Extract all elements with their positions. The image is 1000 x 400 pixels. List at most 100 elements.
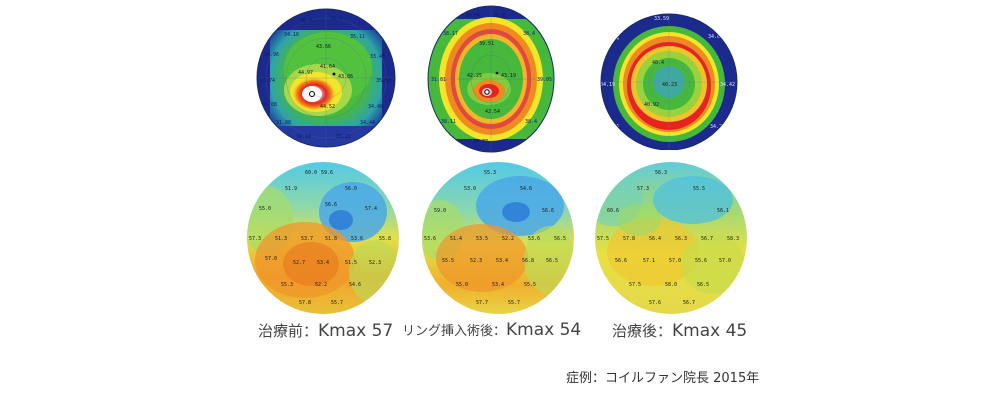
caption-after-treatment-kmax: Kmax 45 (672, 321, 748, 341)
svg-text:55.8: 55.8 (379, 236, 391, 242)
svg-text:57.5: 57.5 (597, 236, 609, 242)
svg-text:34.19: 34.19 (600, 82, 615, 88)
svg-text:52.2: 52.2 (315, 282, 327, 288)
svg-text:55.3: 55.3 (484, 170, 496, 176)
svg-text:34.18: 34.18 (296, 134, 311, 140)
svg-text:53.5: 53.5 (476, 236, 488, 242)
svg-text:54.6: 54.6 (349, 282, 361, 288)
svg-text:44.97: 44.97 (298, 70, 313, 76)
caption-after-ring: リング挿入術後：Kmax 54 (402, 320, 581, 340)
svg-text:57.8: 57.8 (623, 236, 635, 242)
thickness-map-after-ring: 55.3 53.0 54.6 59.0 56.6 53.6 51.4 53.5 52.2 53… (422, 162, 574, 314)
svg-text:33.59: 33.59 (654, 16, 669, 22)
svg-text:34.73: 34.73 (710, 124, 725, 130)
svg-text:56.7: 56.7 (701, 236, 713, 242)
svg-text:42.25: 42.25 (467, 73, 482, 79)
svg-text:53.4: 53.4 (496, 258, 508, 264)
svg-text:34.44: 34.44 (360, 120, 375, 126)
caption-before-prefix: 治療前： (258, 322, 319, 340)
svg-text:57.6: 57.6 (649, 300, 661, 306)
thickness-map-after-treatment: 56.3 57.3 55.5 60.6 56.1 57.5 57.8 56.4 56.3 56… (595, 162, 747, 314)
svg-text:39.04: 39.04 (465, 13, 480, 19)
svg-text:53.4: 53.4 (317, 260, 329, 266)
svg-text:36.7: 36.7 (330, 16, 342, 22)
svg-text:59.0: 59.0 (434, 208, 446, 214)
caption-before: 治療前：Kmax 57 (258, 320, 393, 341)
svg-text:58.3: 58.3 (727, 236, 739, 242)
svg-text:40.4: 40.4 (652, 60, 664, 66)
svg-text:53.7: 53.7 (301, 236, 313, 242)
svg-text:34.0: 34.0 (708, 34, 720, 40)
svg-text:31.88: 31.88 (276, 120, 291, 126)
svg-text:55.6: 55.6 (695, 258, 707, 264)
svg-text:57.3: 57.3 (637, 186, 649, 192)
svg-text:56.7: 56.7 (683, 300, 695, 306)
svg-text:57.0: 57.0 (669, 258, 681, 264)
svg-text:33.22: 33.22 (336, 134, 351, 140)
svg-text:52.3: 52.3 (369, 260, 381, 266)
svg-text:57.5: 57.5 (629, 282, 641, 288)
svg-text:51.3: 51.3 (275, 236, 287, 242)
svg-text:56.6: 56.6 (542, 208, 554, 214)
svg-text:36.0: 36.0 (300, 18, 312, 24)
svg-text:53.6: 53.6 (424, 236, 436, 242)
svg-text:60.0: 60.0 (305, 170, 317, 176)
svg-text:55.0: 55.0 (259, 206, 271, 212)
svg-text:34.96: 34.96 (264, 52, 279, 58)
caption-after-ring-kmax: Kmax 54 (506, 320, 582, 340)
svg-text:56.0: 56.0 (345, 186, 357, 192)
case-footnote: 症例：コイルファン院長 2015年 (566, 371, 760, 386)
svg-text:42.54: 42.54 (485, 109, 500, 115)
svg-text:60.6: 60.6 (607, 208, 619, 214)
svg-text:35.11: 35.11 (350, 34, 365, 40)
svg-text:38.4: 38.4 (525, 119, 537, 125)
svg-text:56.6: 56.6 (615, 258, 627, 264)
svg-text:33.74: 33.74 (260, 78, 275, 84)
svg-text:55.5: 55.5 (442, 258, 454, 264)
svg-text:51.8: 51.8 (325, 236, 337, 242)
svg-text:38.17: 38.17 (443, 31, 458, 37)
svg-text:51.4: 51.4 (450, 236, 462, 242)
svg-text:57.0: 57.0 (265, 256, 277, 262)
svg-text:39.05: 39.05 (537, 77, 552, 83)
svg-text:36.6: 36.6 (493, 13, 505, 19)
svg-text:53.4: 53.4 (492, 282, 504, 288)
svg-text:55.5: 55.5 (693, 186, 705, 192)
svg-text:40.92: 40.92 (644, 102, 659, 108)
svg-text:57.1: 57.1 (643, 258, 655, 264)
svg-text:52.3: 52.3 (470, 258, 482, 264)
svg-text:57.3: 57.3 (249, 236, 261, 242)
svg-text:56.6: 56.6 (325, 202, 337, 208)
svg-text:34.42: 34.42 (720, 82, 735, 88)
topography-map-after-ring: 39.04 36.6 38.17 38.4 31.81 39.05 38.11 38.4 39.… (427, 5, 555, 153)
svg-text:54.6: 54.6 (520, 186, 532, 192)
svg-text:57.0: 57.0 (719, 258, 731, 264)
svg-text:41.64: 41.64 (320, 64, 335, 70)
svg-text:52.2: 52.2 (502, 236, 514, 242)
svg-text:35.59: 35.59 (376, 78, 391, 84)
svg-text:34.16: 34.16 (284, 32, 299, 38)
svg-text:31.08: 31.08 (262, 102, 277, 108)
svg-text:43.86: 43.86 (338, 74, 353, 80)
svg-text:56.5: 56.5 (697, 282, 709, 288)
svg-text:55.7: 55.7 (508, 300, 520, 306)
svg-text:55.0: 55.0 (456, 282, 468, 288)
svg-text:43.19: 43.19 (501, 73, 516, 79)
svg-text:40.23: 40.23 (662, 82, 677, 88)
caption-after-treatment-prefix: 治療後： (612, 322, 673, 340)
caption-after-treatment: 治療後：Kmax 45 (612, 320, 747, 341)
svg-text:43.66: 43.66 (316, 44, 331, 50)
svg-text:59.6: 59.6 (321, 170, 333, 176)
svg-text:53.6: 53.6 (528, 236, 540, 242)
svg-text:56.1: 56.1 (717, 208, 729, 214)
svg-text:44.52: 44.52 (320, 104, 335, 110)
svg-text:57.7: 57.7 (476, 300, 488, 306)
thickness-map-before: 60.0 59.6 51.9 56.0 55.0 56.6 57.4 57.3 51.3 53… (247, 162, 399, 314)
svg-text:31.81: 31.81 (431, 77, 446, 83)
svg-text:56.5: 56.5 (546, 258, 558, 264)
svg-text:55.7: 55.7 (331, 300, 343, 306)
svg-text:51.9: 51.9 (285, 186, 297, 192)
svg-text:57.8: 57.8 (299, 300, 311, 306)
svg-text:39.77: 39.77 (473, 139, 488, 145)
